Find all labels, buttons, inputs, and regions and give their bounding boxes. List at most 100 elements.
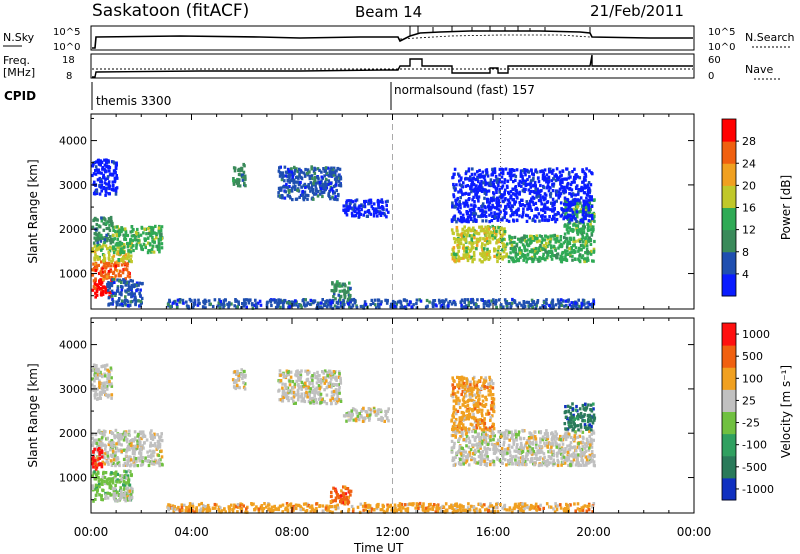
power-cell: [311, 188, 314, 192]
power-cell: [541, 214, 544, 218]
power-cell: [585, 258, 589, 262]
power-cell: [459, 300, 463, 304]
power-cell: [493, 254, 496, 258]
velocity-cell: [103, 462, 107, 466]
power-cell: [527, 188, 531, 192]
velocity-cell: [387, 419, 390, 423]
power-cell: [484, 214, 488, 219]
power-cell: [513, 173, 516, 177]
power-cell: [484, 302, 487, 306]
power-cell: [233, 304, 236, 308]
power-cell: [491, 205, 495, 209]
power-cell: [128, 275, 132, 279]
power-cell: [456, 207, 460, 211]
power-cell: [101, 292, 105, 296]
velocity-cell: [111, 479, 115, 483]
power-cell: [542, 206, 546, 210]
power-cell: [461, 236, 465, 240]
velocity-cell: [348, 413, 351, 417]
power-cell: [470, 211, 473, 215]
velocity-cell: [95, 486, 99, 490]
power-cell: [129, 230, 133, 234]
power-cell: [531, 200, 535, 204]
power-cell: [571, 203, 575, 207]
power-cell: [107, 288, 110, 292]
power-cell: [457, 190, 460, 194]
power-cell: [518, 214, 521, 218]
power-cell: [545, 298, 548, 302]
power-cell: [498, 238, 501, 242]
velocity-cell: [563, 433, 567, 437]
nsky-left-tick-bottom: 10^0: [53, 42, 80, 53]
power-cell: [490, 199, 493, 203]
velocity-cell: [158, 438, 162, 442]
velocity-cell: [126, 486, 130, 490]
power-cell: [585, 200, 588, 204]
power-cell: [288, 305, 291, 309]
velocity-cell: [325, 386, 329, 390]
power-cell: [111, 258, 115, 262]
power-cell: [295, 197, 299, 201]
power-cell: [469, 214, 472, 218]
power-cell: [453, 205, 457, 209]
power-cell: [114, 166, 118, 170]
power-cell: [495, 177, 498, 181]
power-cell: [513, 202, 516, 206]
power-cell: [108, 238, 111, 242]
power-cell: [110, 259, 113, 264]
velocity-cell: [526, 458, 529, 462]
power-cell: [140, 225, 144, 229]
velocity-cell: [464, 461, 467, 465]
power-cell: [157, 226, 161, 230]
power-colorbar-segment-4: [722, 185, 736, 208]
power-cell: [547, 177, 551, 181]
power-cell: [549, 254, 553, 259]
power-cell: [242, 304, 246, 308]
power-cell: [528, 191, 532, 195]
power-cell: [349, 286, 352, 290]
power-cell: [303, 196, 307, 200]
power-cell: [331, 195, 334, 199]
power-cell: [536, 237, 539, 241]
power-cell: [203, 299, 206, 303]
velocity-cell: [279, 379, 283, 383]
velocity-cell: [453, 441, 456, 445]
power-cell: [475, 195, 479, 199]
power-cell: [466, 177, 470, 181]
power-cell: [461, 298, 464, 302]
power-cell: [332, 184, 336, 189]
velocity-cell: [486, 433, 489, 438]
velocity-cell: [108, 486, 112, 490]
power-cell: [462, 216, 465, 221]
power-cell: [455, 220, 458, 224]
velocity-cell: [120, 495, 123, 499]
velocity-cell: [309, 401, 312, 405]
velocity-cell: [125, 440, 129, 444]
power-cell: [301, 191, 304, 195]
power-cell: [492, 182, 495, 186]
velocity-cell: [127, 456, 130, 460]
power-cell: [467, 169, 471, 173]
velocity-cell: [106, 450, 110, 455]
velocity-cell: [330, 371, 333, 375]
power-cell: [298, 174, 301, 178]
velocity-cell: [125, 437, 128, 441]
velocity-cell: [109, 478, 113, 482]
velocity-cell: [130, 496, 134, 500]
power-cell: [277, 301, 280, 305]
power-cell: [101, 167, 104, 171]
velocity-cell: [95, 441, 99, 445]
power-cell: [343, 294, 347, 298]
power-cell: [543, 218, 547, 222]
power-cell: [278, 171, 282, 175]
date-title: 21/Feb/2011: [590, 2, 684, 20]
power-cell: [562, 186, 566, 190]
power-cell: [546, 218, 549, 222]
power-cell: [578, 220, 581, 224]
power-cell: [135, 246, 138, 250]
power-cell: [572, 178, 576, 182]
power-cell: [92, 285, 96, 289]
power-cell: [525, 200, 529, 204]
power-cell: [107, 183, 110, 187]
power-cell: [112, 183, 115, 188]
